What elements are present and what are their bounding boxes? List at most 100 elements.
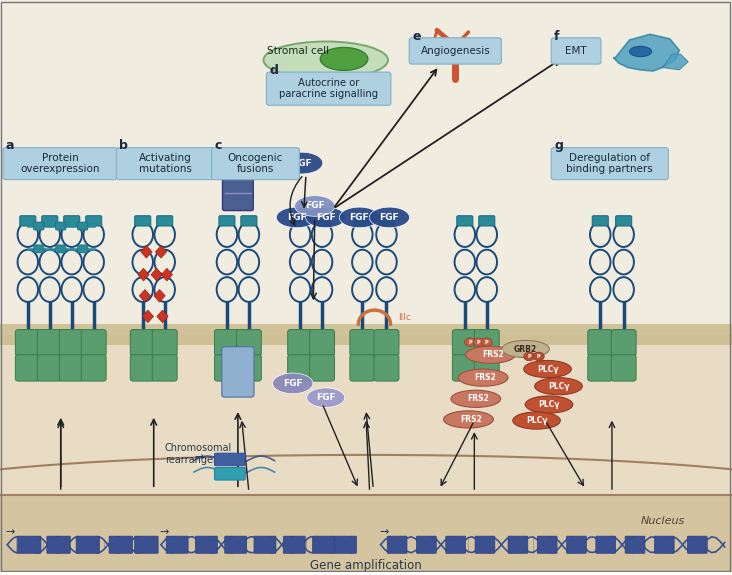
FancyBboxPatch shape: [135, 536, 158, 553]
FancyBboxPatch shape: [47, 536, 70, 553]
Text: FGF: FGF: [316, 213, 335, 222]
Ellipse shape: [630, 47, 651, 57]
Text: FGF: FGF: [287, 213, 306, 222]
FancyBboxPatch shape: [214, 329, 239, 356]
Ellipse shape: [339, 207, 379, 228]
Text: c: c: [214, 139, 222, 152]
FancyBboxPatch shape: [81, 329, 106, 356]
Ellipse shape: [280, 152, 323, 174]
FancyBboxPatch shape: [592, 216, 608, 226]
Text: EMT: EMT: [565, 46, 587, 56]
Text: PLCγ: PLCγ: [537, 365, 559, 374]
Text: P: P: [477, 340, 480, 344]
FancyBboxPatch shape: [350, 355, 375, 381]
FancyBboxPatch shape: [18, 536, 41, 553]
Text: P: P: [468, 340, 471, 344]
FancyBboxPatch shape: [409, 38, 501, 64]
Text: →: →: [195, 453, 204, 463]
Ellipse shape: [464, 338, 476, 347]
FancyBboxPatch shape: [0, 324, 732, 345]
FancyBboxPatch shape: [86, 216, 102, 226]
FancyBboxPatch shape: [310, 329, 335, 356]
Text: →: →: [6, 528, 15, 538]
FancyBboxPatch shape: [479, 216, 495, 226]
FancyBboxPatch shape: [266, 72, 391, 105]
Text: d: d: [269, 64, 278, 78]
FancyBboxPatch shape: [214, 453, 245, 466]
Polygon shape: [157, 310, 168, 323]
Text: PLCγ: PLCγ: [548, 382, 569, 391]
FancyBboxPatch shape: [236, 355, 261, 381]
FancyBboxPatch shape: [350, 329, 375, 356]
Ellipse shape: [533, 352, 544, 361]
FancyBboxPatch shape: [654, 536, 674, 553]
Text: Chromosomal
rearrangement: Chromosomal rearrangement: [165, 443, 239, 465]
FancyBboxPatch shape: [475, 536, 495, 553]
FancyBboxPatch shape: [446, 536, 466, 553]
Text: Deregulation of
binding partners: Deregulation of binding partners: [567, 153, 653, 174]
FancyBboxPatch shape: [78, 222, 88, 230]
Ellipse shape: [525, 396, 572, 413]
Text: a: a: [6, 139, 15, 152]
FancyBboxPatch shape: [59, 329, 84, 356]
Text: Protein
overexpression: Protein overexpression: [20, 153, 100, 174]
FancyBboxPatch shape: [611, 329, 636, 356]
FancyBboxPatch shape: [596, 536, 616, 553]
FancyBboxPatch shape: [313, 536, 335, 553]
Text: FGF: FGF: [305, 201, 324, 210]
Text: FGF: FGF: [292, 159, 311, 167]
FancyBboxPatch shape: [625, 536, 645, 553]
FancyBboxPatch shape: [288, 355, 313, 381]
FancyBboxPatch shape: [588, 329, 613, 356]
Polygon shape: [662, 55, 688, 70]
Ellipse shape: [524, 361, 571, 378]
Text: g: g: [554, 139, 563, 152]
FancyBboxPatch shape: [109, 536, 132, 553]
FancyBboxPatch shape: [0, 0, 732, 335]
FancyBboxPatch shape: [687, 536, 707, 553]
FancyBboxPatch shape: [34, 222, 44, 230]
FancyBboxPatch shape: [474, 355, 499, 381]
FancyBboxPatch shape: [288, 329, 313, 356]
FancyBboxPatch shape: [195, 536, 217, 553]
Polygon shape: [151, 269, 163, 281]
FancyBboxPatch shape: [219, 216, 235, 226]
Text: Activating
mutations: Activating mutations: [139, 153, 192, 174]
Ellipse shape: [473, 338, 485, 347]
FancyBboxPatch shape: [457, 216, 473, 226]
Text: Oncogenic
fusions: Oncogenic fusions: [228, 153, 283, 174]
Polygon shape: [142, 310, 154, 323]
FancyBboxPatch shape: [223, 175, 253, 210]
Text: →: →: [379, 528, 389, 538]
Polygon shape: [141, 246, 152, 258]
FancyBboxPatch shape: [222, 347, 254, 397]
Text: GRB2: GRB2: [514, 344, 537, 354]
Ellipse shape: [458, 369, 508, 386]
Text: PLCγ: PLCγ: [526, 416, 548, 425]
Text: FRS2: FRS2: [467, 394, 489, 403]
FancyBboxPatch shape: [387, 536, 407, 553]
Text: FGF: FGF: [380, 213, 399, 222]
FancyBboxPatch shape: [236, 329, 261, 356]
Text: PLCγ: PLCγ: [538, 400, 560, 409]
FancyBboxPatch shape: [0, 335, 732, 495]
Text: P: P: [485, 340, 488, 344]
Text: FGF: FGF: [316, 393, 335, 402]
Text: P: P: [528, 354, 531, 359]
Text: Autocrine or
paracrine signalling: Autocrine or paracrine signalling: [279, 78, 378, 99]
FancyBboxPatch shape: [537, 536, 557, 553]
Text: P: P: [537, 354, 540, 359]
FancyBboxPatch shape: [212, 148, 299, 179]
FancyBboxPatch shape: [37, 329, 62, 356]
FancyBboxPatch shape: [588, 355, 613, 381]
FancyBboxPatch shape: [152, 355, 177, 381]
FancyBboxPatch shape: [59, 355, 84, 381]
FancyBboxPatch shape: [567, 536, 586, 553]
FancyBboxPatch shape: [551, 148, 668, 179]
FancyBboxPatch shape: [214, 355, 239, 381]
FancyBboxPatch shape: [616, 216, 632, 226]
FancyBboxPatch shape: [283, 536, 305, 553]
Ellipse shape: [320, 48, 367, 70]
Text: FRS2: FRS2: [482, 350, 504, 359]
Ellipse shape: [305, 207, 346, 228]
